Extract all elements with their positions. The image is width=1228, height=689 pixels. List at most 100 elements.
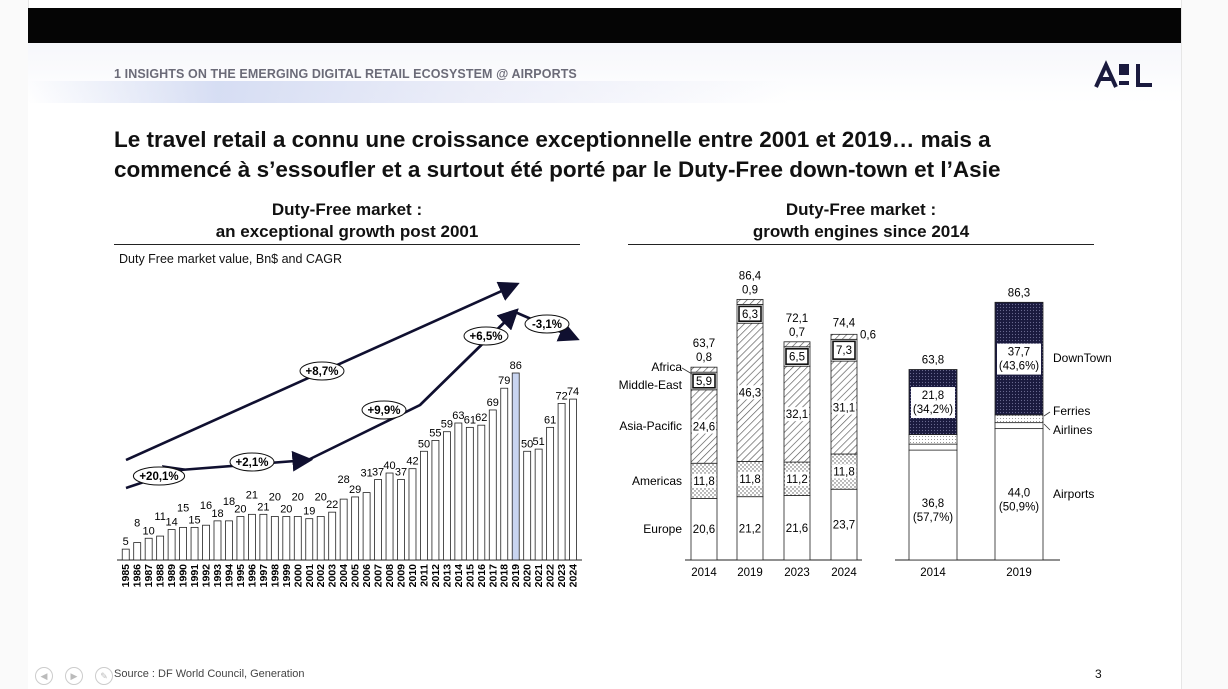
bar (328, 511, 337, 561)
segment-value-label: 23,7 (833, 520, 855, 532)
bar-value-label: 42 (406, 456, 418, 468)
cagr-label: -3,1% (532, 319, 562, 331)
adl-logo (1094, 60, 1152, 88)
slide-headline: Le travel retail a connu une croissance … (114, 125, 1114, 185)
year-tick-label: 2004 (338, 564, 350, 588)
year-tick-label: 1993 (212, 564, 224, 588)
bar (557, 403, 566, 561)
segment-value-label: 5,9 (696, 376, 712, 388)
cagr-label: +8,7% (306, 366, 339, 378)
right-chart-title: Duty-Free market : growth engines since … (628, 199, 1094, 243)
year-tick-label: 1988 (155, 564, 167, 588)
bar (167, 529, 176, 561)
year-tick-label: 2013 (441, 564, 453, 588)
bar-value-label: 20 (234, 504, 246, 516)
year-tick-label: 2023 (784, 567, 810, 579)
series-label: Ferries (1053, 404, 1090, 418)
year-tick-label: 1997 (258, 564, 270, 588)
cagr-label: +20,1% (139, 471, 178, 483)
next-slide-icon[interactable]: ▶ (65, 667, 83, 685)
bar (282, 516, 291, 561)
africa-value-label: 0,7 (789, 327, 805, 339)
series-label: Airlines (1053, 423, 1092, 437)
total-label: 63,8 (922, 354, 944, 366)
year-tick-label: 2024 (831, 567, 857, 579)
africa-value-label: 0,6 (860, 329, 876, 341)
segment-value-label: 21,6 (786, 523, 808, 535)
cagr-bubble (524, 314, 570, 334)
bar-value-label: 86 (510, 360, 522, 372)
year-tick-label: 2016 (476, 564, 488, 588)
value-label-bg (738, 521, 762, 536)
segment-value-label: 11,8 (739, 474, 761, 486)
bar-value-label: 15 (188, 514, 200, 526)
bar (454, 422, 463, 561)
total-label: 72,1 (786, 313, 808, 325)
year-tick-label: 1995 (235, 564, 247, 588)
channel-stacked-chart: 36,8 (57,7%) 21,8 (34,2%) 63,8 2014 44,0 (50,9%… (895, 287, 1112, 579)
section-title: 1 INSIGHTS ON THE EMERGING DIGITAL RETAI… (114, 67, 577, 81)
series-label: Americas (632, 474, 682, 488)
year-tick-label: 2021 (533, 564, 545, 588)
year-tick-label: 2000 (292, 564, 304, 588)
value-label-bg (738, 472, 762, 487)
viewer-top-bar (28, 8, 1181, 43)
prev-slide-icon[interactable]: ◀ (35, 667, 53, 685)
bar-value-label: 50 (418, 438, 430, 450)
series-label: Europe (643, 522, 682, 536)
series-label: Middle-East (619, 378, 683, 392)
value-label-bg (692, 419, 716, 434)
bar (248, 513, 256, 561)
cagr-label: +9,9% (368, 405, 401, 417)
bar (511, 372, 520, 561)
bar-value-label: 61 (464, 414, 476, 426)
total-label: 74,4 (833, 317, 856, 329)
bar (316, 516, 325, 561)
bar-value-label: 40 (383, 460, 395, 472)
segment-airports (994, 428, 1044, 561)
left-title-line-2: an exceptional growth post 2001 (215, 222, 479, 241)
value-label-bg (738, 385, 762, 400)
pen-icon[interactable]: ✎ (95, 667, 113, 685)
bar (351, 496, 360, 561)
bar-value-label: 18 (211, 508, 223, 520)
segment-share-label: (50,9%) (999, 501, 1039, 513)
year-tick-label: 1989 (166, 564, 178, 588)
segment-ferries (994, 414, 1044, 424)
viewer-right-margin (1181, 0, 1228, 689)
segment-airports (908, 449, 958, 561)
cagr-label: +2,1% (236, 457, 269, 469)
bar (190, 526, 199, 561)
segment-value-label: 36,8 (922, 498, 944, 510)
duty-free-market-value-chart: 5198581986101987111988141989151990151991… (117, 360, 582, 587)
bar (523, 450, 532, 561)
bar-value-label: 74 (567, 386, 579, 398)
segment-value-label: 6,5 (789, 351, 805, 363)
africa-value-label: 0,8 (696, 352, 712, 364)
total-label: 86,4 (739, 270, 762, 282)
value-label-bg (692, 522, 716, 537)
segment-value-label: 11,8 (833, 467, 855, 479)
year-tick-label: 2002 (315, 564, 327, 588)
right-title-line-1: Duty-Free market : (785, 200, 937, 219)
total-label: 86,3 (1008, 287, 1030, 299)
bar-value-label: 15 (177, 502, 189, 514)
year-tick-label: 2023 (556, 564, 568, 588)
year-tick-label: 1994 (223, 564, 235, 588)
bar (488, 409, 497, 561)
bar-value-label: 5 (123, 536, 129, 548)
year-tick-label: 1992 (201, 564, 213, 588)
series-label: DownTown (1053, 351, 1112, 365)
year-tick-label: 2005 (350, 564, 362, 588)
bar (362, 492, 371, 561)
bar-value-label: 28 (338, 474, 350, 486)
slide: 1 INSIGHTS ON THE EMERGING DIGITAL RETAI… (28, 43, 1181, 689)
cagr-bubble (299, 361, 345, 381)
bar-value-label: 11 (154, 511, 165, 523)
value-label-bg (832, 517, 856, 532)
year-tick-label: 2019 (737, 567, 763, 579)
page-number: 3 (1095, 667, 1102, 681)
segment-value-label: 32,1 (786, 409, 808, 421)
bar (144, 537, 153, 561)
